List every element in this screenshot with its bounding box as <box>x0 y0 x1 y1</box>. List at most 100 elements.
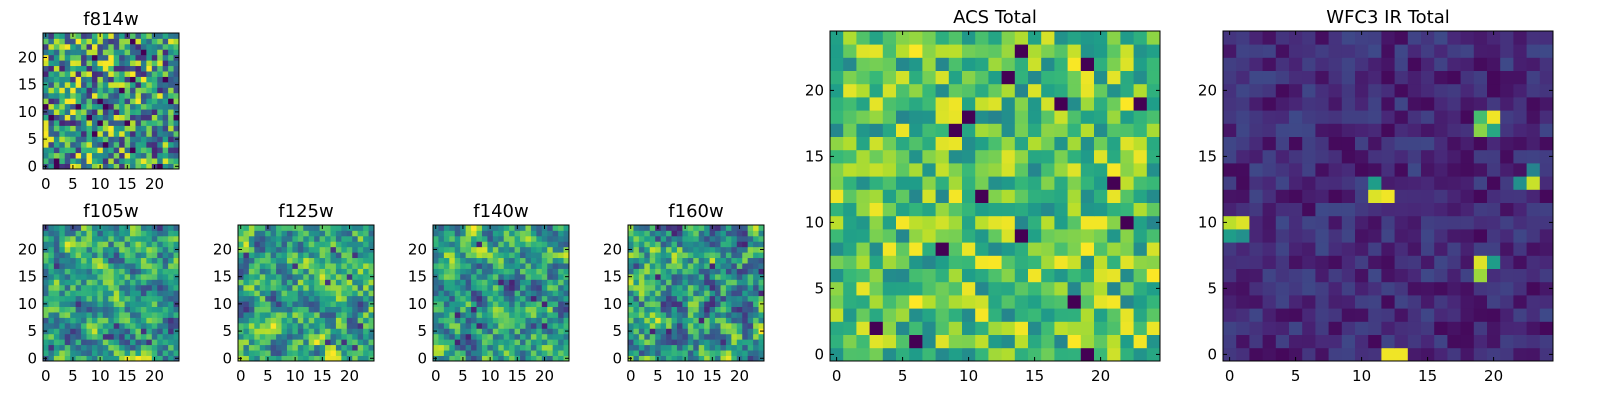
heatmap-cell <box>1014 44 1029 58</box>
heatmap-cell <box>363 284 369 291</box>
heatmap-cell <box>1513 57 1527 71</box>
heatmap-cell <box>75 71 82 77</box>
heatmap-cell <box>97 136 104 143</box>
heatmap-cell <box>1054 176 1068 190</box>
heatmap-cell <box>1041 83 1055 98</box>
heatmap-cell <box>276 284 282 291</box>
panel-title: ACS Total <box>953 7 1037 28</box>
heatmap-cell <box>243 355 250 362</box>
heatmap-cell <box>720 317 727 324</box>
heatmap-cell <box>503 273 510 280</box>
heatmap-cell <box>81 290 87 297</box>
heatmap-cell <box>471 273 477 280</box>
heatmap-cell <box>503 301 510 307</box>
heatmap-cell <box>503 230 510 237</box>
heatmap-cell <box>1080 215 1095 230</box>
heatmap-cell <box>140 120 147 126</box>
heatmap-cell <box>693 328 700 335</box>
heatmap-cell <box>682 241 689 248</box>
heatmap-cell <box>297 350 304 356</box>
heatmap-cell <box>725 268 732 275</box>
heatmap-cell <box>682 290 689 297</box>
heatmap-cell <box>168 38 174 45</box>
heatmap-cell <box>693 322 700 329</box>
heatmap-cell <box>368 312 375 318</box>
heatmap-cell <box>856 70 870 85</box>
heatmap-cell <box>758 268 765 275</box>
heatmap-cell <box>75 141 82 148</box>
heatmap-cell <box>53 152 60 159</box>
heatmap-cell <box>530 230 537 237</box>
heatmap-cell <box>882 110 897 124</box>
heatmap-cell <box>704 295 710 302</box>
heatmap-cell <box>173 317 180 324</box>
heatmap-cell <box>86 279 93 286</box>
heatmap-cell <box>909 242 923 256</box>
heatmap-cell <box>882 97 897 111</box>
heatmap-cell <box>922 347 936 362</box>
heatmap-cell <box>243 301 250 307</box>
heatmap-cell <box>503 344 510 351</box>
heatmap-cell <box>140 103 147 110</box>
heatmap-cell <box>693 306 700 313</box>
heatmap-cell <box>146 284 153 291</box>
heatmap-cell <box>1500 70 1514 85</box>
heatmap-cell <box>238 350 244 356</box>
heatmap-cell <box>922 295 936 309</box>
heatmap-cell <box>725 344 732 351</box>
heatmap-cell <box>449 268 456 275</box>
heatmap-cell <box>476 268 483 275</box>
heatmap-cell <box>265 312 272 318</box>
heatmap-cell <box>173 103 180 110</box>
heatmap-cell <box>70 263 77 269</box>
heatmap-cell <box>541 263 548 269</box>
heatmap-cell <box>330 355 337 362</box>
heatmap-cell <box>53 339 60 346</box>
heatmap-cell <box>843 242 857 256</box>
heatmap-cell <box>168 60 174 67</box>
heatmap-cell <box>547 355 554 362</box>
heatmap-cell <box>644 268 651 275</box>
heatmap-cell <box>146 141 153 148</box>
heatmap-cell <box>368 284 375 291</box>
heatmap-cell <box>168 268 174 275</box>
heatmap-cell <box>102 284 109 291</box>
heatmap-cell <box>520 312 526 318</box>
x-tick-label: 20 <box>1484 367 1503 385</box>
heatmap-cell <box>53 306 60 313</box>
heatmap-cell <box>97 60 104 67</box>
heatmap-cell <box>1302 110 1316 124</box>
heatmap-cell <box>292 344 299 351</box>
heatmap-cell <box>1394 215 1409 230</box>
heatmap-cell <box>433 235 439 242</box>
heatmap-cell <box>671 225 678 231</box>
heatmap-cell <box>1539 176 1554 190</box>
heatmap-cell <box>43 333 49 340</box>
heatmap-cell <box>1394 347 1409 362</box>
heatmap-cell <box>135 130 142 137</box>
heatmap-cell <box>325 290 331 297</box>
heatmap-cell <box>43 279 49 286</box>
heatmap-cell <box>476 322 483 329</box>
heatmap-cell <box>948 176 963 190</box>
heatmap-cell <box>259 344 266 351</box>
x-tick-label: 20 <box>145 175 164 193</box>
heatmap-cell <box>454 295 461 302</box>
heatmap-cell <box>97 268 104 275</box>
heatmap-cell <box>168 92 174 99</box>
heatmap-cell <box>1434 83 1448 98</box>
heatmap-cell <box>742 273 749 280</box>
heatmap-cell <box>130 225 136 231</box>
heatmap-cell <box>1133 136 1148 151</box>
heatmap-cell <box>536 279 543 286</box>
heatmap-cell <box>638 241 645 248</box>
heatmap-cell <box>704 339 710 346</box>
heatmap-cell <box>303 317 310 324</box>
heatmap-cell <box>698 295 705 302</box>
heatmap-cell <box>146 257 153 264</box>
heatmap-cell <box>935 229 950 243</box>
heatmap-cell <box>297 322 304 329</box>
heatmap-cell <box>292 284 299 291</box>
heatmap-cell <box>157 328 164 335</box>
heatmap-cell <box>173 344 180 351</box>
